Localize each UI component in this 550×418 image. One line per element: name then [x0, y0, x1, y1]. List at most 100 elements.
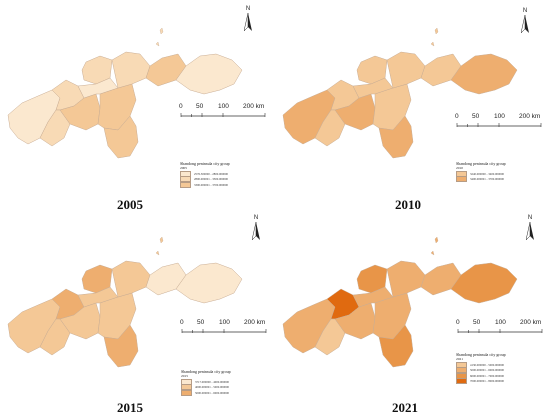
island-region: [155, 250, 160, 256]
city-region: [175, 53, 243, 95]
legend-label: 5000.000001 - 6000.000000: [470, 368, 504, 373]
north-arrow-icon: [252, 222, 260, 240]
legend-label: 3240.000000 - 3400.000000: [470, 171, 504, 176]
legend-year: 2005: [180, 166, 187, 170]
year-label-2015: 2015: [117, 400, 143, 415]
map-2010: [282, 27, 518, 159]
island-region: [159, 236, 164, 244]
scale-label-100: 100: [218, 103, 229, 110]
scale-label-100: 100: [219, 319, 230, 326]
legend-swatch: [456, 378, 467, 385]
scale-label-200: 200 km: [244, 319, 266, 326]
legend-title: Shandong peninsula city group: [180, 161, 230, 166]
legend-swatch: [180, 181, 191, 188]
scale-label-0: 0: [180, 319, 184, 326]
north-arrow-icon: [521, 15, 529, 33]
island-region: [434, 236, 439, 244]
scale-label-50: 50: [196, 103, 204, 110]
scale-bar: 0 50 100 200 km: [179, 103, 289, 125]
island-region: [159, 27, 164, 35]
legend-label: 6000.000001 - 7000.000000: [470, 373, 504, 378]
legend-item: 5000.000001 - 6000.000000: [181, 389, 271, 396]
legend-title: Shandong peninsula city group: [456, 352, 506, 357]
north-arrow: N: [249, 215, 263, 241]
year-label-2010: 2010: [395, 197, 421, 212]
scale-bar-line: [181, 329, 267, 333]
legend-item: 3400.000001 - 3700.000000: [456, 176, 546, 183]
city-region: [145, 262, 187, 296]
north-label: N: [522, 8, 528, 14]
legend-title: Shandong peninsula city group: [456, 161, 506, 166]
legend-title: Shandong peninsula city group: [181, 369, 231, 374]
island-region: [155, 41, 160, 47]
legend-2010: Shandong peninsula city group 2010 3240.…: [456, 161, 546, 183]
legend-swatch: [181, 389, 192, 396]
city-region: [386, 260, 426, 298]
scale-bar: 0 50 100 200 km: [455, 113, 550, 135]
year-label-2005: 2005: [117, 197, 143, 212]
legend-label: 4130.000000 - 5000.000000: [470, 362, 504, 367]
legend-item: 7000.000001 - 8000.000000: [456, 378, 546, 385]
map-panel-2015: N 0 50 100 200 km Shandong peninsula cit…: [0, 209, 275, 418]
scale-label-0: 0: [179, 103, 183, 110]
island-region: [430, 41, 435, 47]
north-label: N: [245, 6, 251, 12]
scale-label-200: 200 km: [520, 319, 542, 326]
legend-2015: Shandong peninsula city group 2015 3717.…: [181, 369, 271, 396]
scale-bar-line: [457, 329, 543, 333]
city-region: [450, 262, 518, 304]
city-region: [111, 260, 151, 298]
scale-bar: 0 50 100 200 km: [456, 319, 550, 341]
scale-label-100: 100: [494, 113, 505, 120]
legend-label: 7000.000001 - 8000.000000: [470, 379, 504, 384]
north-arrow-icon: [526, 222, 534, 240]
city-region: [378, 324, 414, 368]
legend-label: 4000.000001 - 5000.000000: [195, 385, 229, 390]
city-region: [386, 51, 426, 89]
scale-label-50: 50: [473, 319, 481, 326]
city-region: [420, 53, 462, 87]
scale-label-0: 0: [455, 113, 459, 120]
city-region: [378, 115, 414, 159]
map-panel-2005: N 0 50 100 200 km Shandong peninsula cit…: [0, 0, 275, 212]
map-panel-2010: N 0 50 100 200 km Shandong peninsula cit…: [275, 0, 550, 212]
legend-year: 2010: [456, 166, 463, 170]
legend-year: 2015: [181, 374, 188, 378]
legend-2005: Shandong peninsula city group 2005 2576.…: [180, 161, 270, 188]
city-region: [450, 53, 518, 95]
city-region: [145, 53, 187, 87]
north-arrow: N: [523, 215, 537, 241]
legend-label: 2576.300000 - 2800.000000: [194, 171, 228, 176]
north-arrow-icon: [244, 13, 252, 31]
legend-swatch: [456, 176, 467, 183]
scale-bar-line: [456, 123, 542, 127]
map-panel-2021: N 0 50 100 200 km Shandong peninsula cit…: [275, 209, 550, 418]
city-region: [175, 262, 243, 304]
legend-label: 3717.000000 - 4000.000000: [195, 379, 229, 384]
city-region: [103, 324, 139, 368]
north-arrow: N: [518, 8, 532, 34]
scale-label-0: 0: [456, 319, 460, 326]
legend-label: 5000.000001 - 6000.000000: [195, 390, 229, 395]
scale-bar: 0 50 100 200 km: [180, 319, 290, 341]
scale-label-50: 50: [472, 113, 480, 120]
city-region: [420, 262, 462, 296]
legend-label: 2800.000001 - 3300.000000: [194, 177, 228, 182]
map-2005: [7, 27, 243, 159]
legend-item: 3300.000001 - 3700.000000: [180, 181, 270, 188]
north-label: N: [527, 215, 533, 221]
map-2015: [7, 236, 243, 368]
island-region: [434, 27, 439, 35]
scale-label-100: 100: [495, 319, 506, 326]
legend-year: 2021: [456, 357, 463, 361]
island-region: [430, 250, 435, 256]
city-region: [111, 51, 151, 89]
north-label: N: [253, 215, 259, 221]
year-label-2021: 2021: [392, 400, 418, 415]
scale-label-50: 50: [197, 319, 205, 326]
map-2021: [282, 236, 518, 368]
legend-label: 3400.000001 - 3700.000000: [470, 177, 504, 182]
scale-bar-line: [180, 113, 266, 117]
scale-label-200: 200 km: [243, 103, 265, 110]
city-region: [103, 115, 139, 159]
